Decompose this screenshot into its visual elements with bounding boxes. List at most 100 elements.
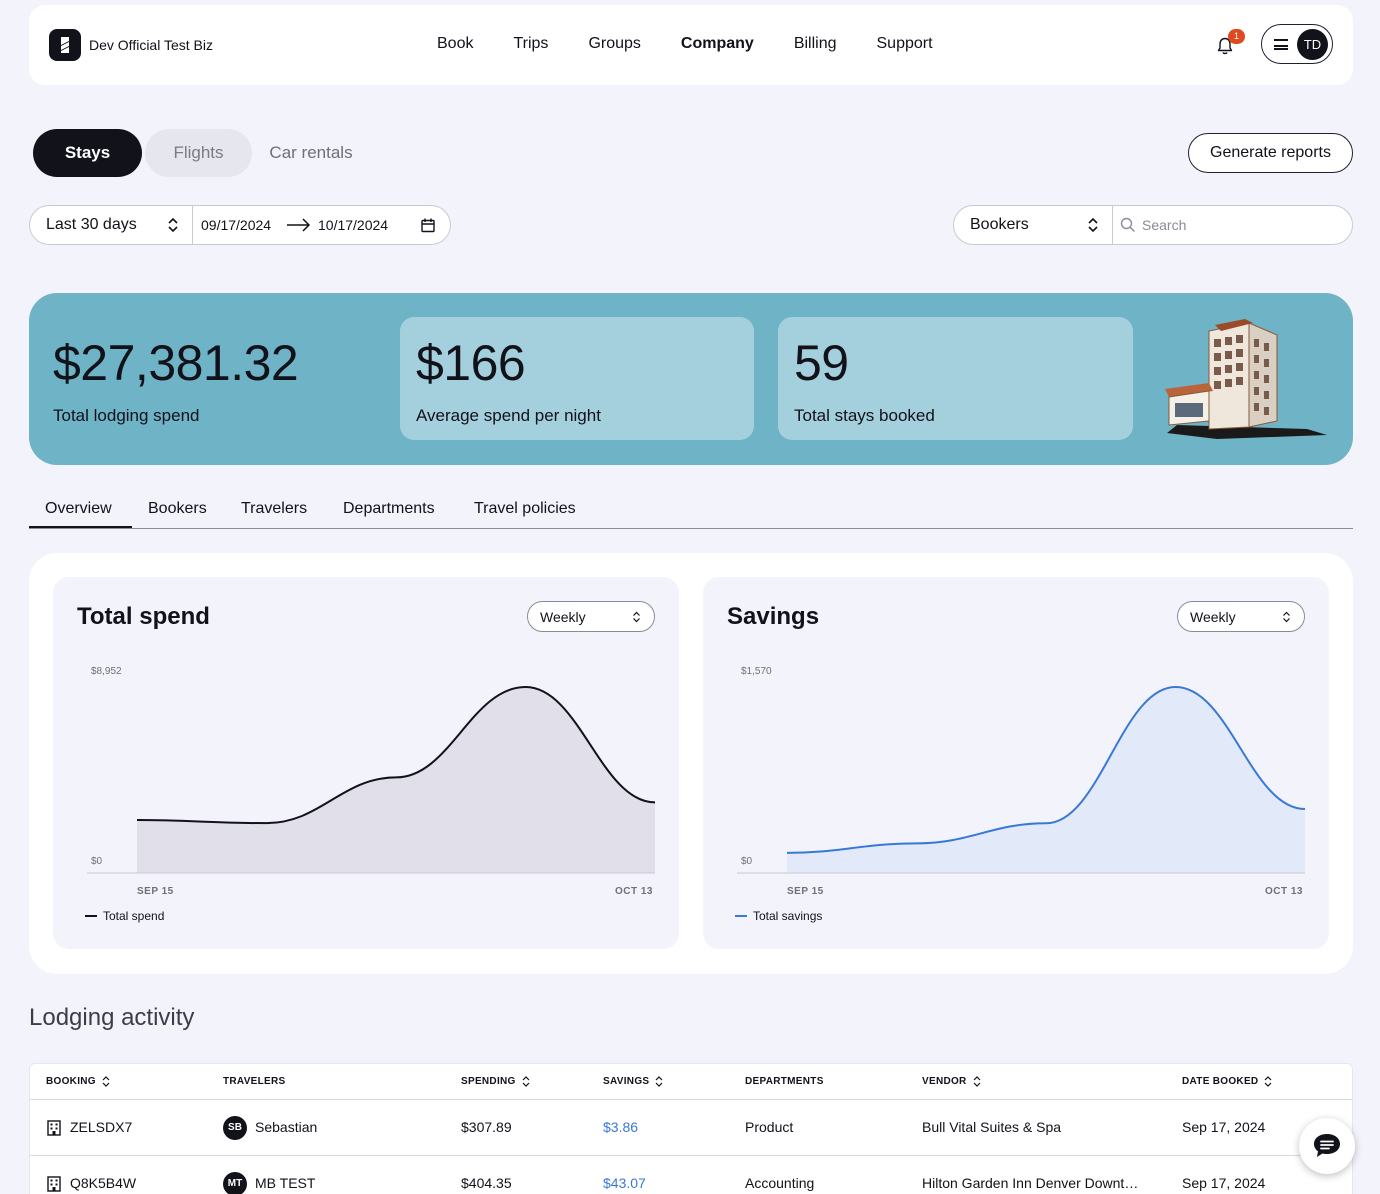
nav-billing[interactable]: Billing (793, 35, 837, 52)
tab-travelers[interactable]: Travelers (241, 500, 308, 517)
brand[interactable]: Dev Official Test Biz (49, 29, 213, 61)
date-booked-value: Sep 17, 2024 (1182, 1119, 1266, 1135)
legend-swatch (85, 915, 97, 917)
vendor-value: Bull Vital Suites & Spa (922, 1119, 1062, 1135)
column-label: BOOKING (46, 1076, 96, 1087)
savings-value: $43.07 (603, 1175, 646, 1191)
chart-legend: Total savings (735, 909, 822, 923)
tab-travel-policies[interactable]: Travel policies (474, 500, 576, 517)
column-booking[interactable]: BOOKING (46, 1076, 110, 1087)
chevron-updown-icon (1088, 217, 1098, 233)
tab-overview[interactable]: Overview (45, 500, 112, 517)
total-spend-plot: $8,952 $0 SEP 15 OCT 13 (87, 666, 656, 897)
table-row[interactable]: ZELSDX7 SB Sebastian $307.89 $3.86 Produ… (30, 1100, 1352, 1156)
generate-reports-button[interactable]: Generate reports (1188, 133, 1353, 173)
column-label: SAVINGS (603, 1076, 650, 1087)
user-avatar: TD (1297, 29, 1328, 60)
brand-name: Dev Official Test Biz (89, 37, 213, 53)
total-spend-chart: Total spend Weekly $8,952 $0 SEP 15 OCT 13 … (53, 577, 679, 949)
column-savings[interactable]: SAVINGS (603, 1076, 663, 1087)
spending-value: $404.35 (461, 1175, 512, 1191)
stat-value: $27,381.32 (53, 335, 299, 391)
column-label: DEPARTMENTS (745, 1076, 824, 1087)
section-tabs: Overview Bookers Travelers Departments T… (29, 494, 1353, 529)
y-tick-label: $0 (741, 856, 753, 867)
department-value: Accounting (745, 1175, 815, 1191)
area-fill (137, 687, 655, 873)
section-title: Lodging activity (29, 1004, 195, 1031)
search-input[interactable] (1142, 214, 1332, 236)
tab-stays[interactable]: Stays (33, 129, 142, 177)
chart-legend: Total spend (85, 909, 164, 923)
tab-bookers[interactable]: Bookers (148, 500, 207, 517)
stat-total-stays: 59 Total stays booked (778, 317, 1133, 440)
stat-average-spend: $166 Average spend per night (400, 317, 754, 440)
booking-id[interactable]: ZELSDX7 (70, 1119, 133, 1135)
sort-icon (102, 1076, 110, 1087)
table-header: BOOKING TRAVELERS SPENDING SAVINGS DEPAR… (30, 1064, 1352, 1100)
nav-groups[interactable]: Groups (588, 35, 641, 52)
nav-company[interactable]: Company (680, 35, 754, 52)
tab-departments[interactable]: Departments (343, 500, 435, 517)
chevron-updown-icon (168, 217, 178, 233)
tab-flights[interactable]: Flights (145, 129, 252, 177)
savings-chart: Savings Weekly $1,570 $0 SEP 15 OCT 13 Tota… (703, 577, 1329, 949)
legend-label: Total savings (753, 909, 823, 923)
column-vendor[interactable]: VENDOR (922, 1076, 981, 1087)
period-select-label: Weekly (540, 609, 586, 625)
search-icon (1120, 217, 1135, 232)
stat-value: 59 (794, 335, 849, 391)
chevron-updown-icon (1283, 611, 1290, 623)
column-spending[interactable]: SPENDING (461, 1076, 530, 1087)
tab-car-rentals[interactable]: Car rentals (269, 143, 353, 162)
charts-panel: Total spend Weekly $8,952 $0 SEP 15 OCT 13 … (29, 553, 1353, 974)
spending-value: $307.89 (461, 1119, 512, 1135)
chat-icon (1314, 1134, 1340, 1157)
nav-trips[interactable]: Trips (513, 35, 549, 52)
column-label: DATE BOOKED (1182, 1076, 1259, 1087)
nav-book[interactable]: Book (437, 35, 474, 52)
traveler-avatar: MT (223, 1172, 247, 1194)
building-icon (47, 1176, 61, 1192)
booker-filter: Bookers (953, 205, 1353, 245)
table-row[interactable]: Q8K5B4W MT MB TEST $404.35 $43.07 Accoun… (30, 1156, 1352, 1194)
range-select[interactable]: Last 30 days (46, 216, 137, 233)
chart-title: Savings (727, 603, 820, 630)
y-tick-label: $1,570 (741, 666, 772, 677)
nav-support[interactable]: Support (876, 35, 933, 52)
vendor-value: Hilton Garden Inn Denver Downt… (922, 1175, 1139, 1191)
end-date-input[interactable]: 10/17/2024 (318, 217, 389, 233)
sort-icon (1265, 1076, 1272, 1087)
series-line (136, 685, 656, 825)
notification-badge: 1 (1228, 29, 1245, 44)
traveler-avatar: SB (223, 1116, 247, 1140)
x-tick-label: OCT 13 (1265, 886, 1303, 897)
booking-id[interactable]: Q8K5B4W (70, 1175, 137, 1191)
savings-plot: $1,570 $0 SEP 15 OCT 13 (737, 666, 1306, 897)
top-header: Dev Official Test Biz Book Trips Groups … (29, 5, 1353, 85)
area-fill (787, 687, 1305, 873)
chevron-updown-icon (633, 611, 640, 623)
user-menu-button[interactable]: TD (1261, 24, 1333, 64)
chart-title: Total spend (77, 603, 210, 630)
sort-icon (522, 1076, 530, 1087)
divider (1112, 206, 1113, 244)
column-departments: DEPARTMENTS (745, 1076, 824, 1087)
period-select-label: Weekly (1190, 609, 1236, 625)
stat-total-spend: $27,381.32 Total lodging spend (53, 334, 299, 426)
bookers-select[interactable]: Bookers (970, 216, 1029, 233)
column-date-booked[interactable]: DATE BOOKED (1182, 1076, 1272, 1087)
chat-support-button[interactable] (1299, 1118, 1355, 1174)
savings-value: $3.86 (603, 1119, 639, 1135)
traveler-name: MB TEST (255, 1175, 316, 1191)
calendar-icon[interactable] (421, 218, 435, 233)
period-select[interactable]: Weekly (1177, 601, 1305, 632)
sort-icon (973, 1076, 981, 1087)
column-label: TRAVELERS (223, 1076, 286, 1087)
start-date-input[interactable]: 09/17/2024 (201, 217, 272, 233)
main-nav: Book Trips Groups Company Billing Suppor… (437, 35, 933, 53)
legend-label: Total spend (103, 909, 165, 923)
divider (192, 206, 193, 244)
date-range-filter: Last 30 days 09/17/2024 10/17/2024 (29, 205, 451, 245)
period-select[interactable]: Weekly (527, 601, 655, 632)
